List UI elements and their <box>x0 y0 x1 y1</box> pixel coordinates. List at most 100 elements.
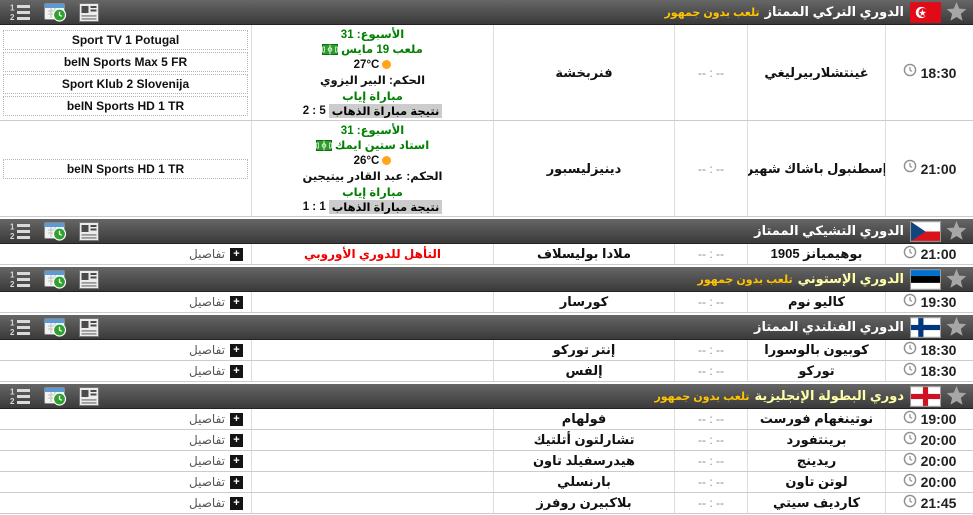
news-icon[interactable] <box>79 386 99 406</box>
news-icon[interactable] <box>79 269 99 289</box>
match-time-cell: 21:45 <box>886 493 973 513</box>
clock-icon <box>903 293 917 312</box>
away-team-name: هيدرسفيلد تاون <box>532 453 636 468</box>
calendar-check-icon[interactable] <box>44 2 67 22</box>
away-team-cell: إلفس <box>494 361 675 381</box>
match-extra-cell: Sport TV 1 Potugal beIN Sports Max 5 FR Sp… <box>0 25 252 120</box>
clock-icon <box>903 245 917 264</box>
calendar-check-icon[interactable] <box>44 317 67 337</box>
league-name: دوري البطولة الإنجليزية <box>754 388 904 403</box>
home-team-name: كاليو نوم <box>788 294 845 309</box>
league-header: الدوري الفنلندي الممتاز 1 2 <box>0 315 973 340</box>
league-name: الدوري الإستوني <box>797 271 904 286</box>
details-label: تفاصيل <box>189 295 225 309</box>
calendar-check-icon[interactable] <box>44 221 67 241</box>
tv-channel: beIN Sports Max 5 FR <box>3 51 248 72</box>
match-row: 21:00 إسطنبول باشاك شهير -- : -- دينيزليسبو… <box>0 121 973 217</box>
favorite-star-icon[interactable] <box>946 386 967 406</box>
referee-line: الحكم: البير اليزوي <box>320 73 425 89</box>
favorite-star-icon[interactable] <box>946 2 967 22</box>
match-time-cell: 20:00 <box>886 451 973 471</box>
details-button[interactable]: + تفاصيل <box>189 343 243 357</box>
details-label: تفاصيل <box>189 364 225 378</box>
details-button[interactable]: + تفاصيل <box>189 496 243 510</box>
favorite-star-icon[interactable] <box>946 269 967 289</box>
week-text: الأسبوع: 31 <box>340 124 405 137</box>
match-info-cell <box>252 430 494 450</box>
first-leg-score: 5 : 2 <box>302 105 326 118</box>
second-leg-text: مباراة إياب <box>342 90 403 103</box>
match-time: 21:00 <box>920 246 957 262</box>
first-leg-result-line: نتيجة مباراة الذهاب 5 : 2 <box>303 104 443 120</box>
svg-text:2: 2 <box>10 328 15 336</box>
details-button[interactable]: + تفاصيل <box>189 433 243 447</box>
match-extra-cell: beIN Sports HD 1 TR <box>0 121 252 216</box>
away-team-cell: ملادا بوليسلاف <box>494 244 675 264</box>
away-team-cell: بلاكبيرن روفرز <box>494 493 675 513</box>
first-leg-result-badge: نتيجة مباراة الذهاب <box>328 200 443 215</box>
home-team-name: كوبيون بالوسورا <box>764 342 869 357</box>
details-label: تفاصيل <box>189 433 225 447</box>
svg-text:2: 2 <box>10 397 15 405</box>
league-section: الدوري الفنلندي الممتاز 1 2 18:30 كوبيون بال… <box>0 315 973 382</box>
referee-line: الحكم: عبد القادر بيتيجين <box>303 169 443 185</box>
plus-icon: + <box>230 343 243 357</box>
news-icon[interactable] <box>79 317 99 337</box>
temperature-line: 26°C <box>354 153 392 169</box>
league-header: ★ الدوري التركي الممتاز تلعب بدون جمهور 1 2 <box>0 0 973 25</box>
away-team-cell: فنربخشة <box>494 25 675 120</box>
match-note: التأهل للدوري الأوروبي <box>304 247 441 261</box>
favorite-star-icon[interactable] <box>946 317 967 337</box>
calendar-check-icon[interactable] <box>44 269 67 289</box>
match-time-cell: 21:00 <box>886 121 973 216</box>
week-line: الأسبوع: 31 <box>341 122 404 138</box>
news-icon[interactable] <box>79 2 99 22</box>
match-info-cell <box>252 361 494 381</box>
match-score: -- : -- <box>698 412 724 426</box>
favorite-star-icon[interactable] <box>946 221 967 241</box>
score-cell: -- : -- <box>675 292 748 312</box>
away-team-cell: تشارلتون أتلتيك <box>494 430 675 450</box>
match-time-cell: 18:30 <box>886 25 973 120</box>
plus-icon: + <box>230 433 243 447</box>
match-extra-cell: + تفاصيل <box>0 409 252 429</box>
flag-finland-icon <box>910 316 941 338</box>
home-team-cell: بوهيميانز 1905 <box>748 244 886 264</box>
clock-icon <box>903 494 917 513</box>
match-time-cell: 20:00 <box>886 472 973 492</box>
temperature-value: 27°C <box>353 58 380 71</box>
details-button[interactable]: + تفاصيل <box>189 412 243 426</box>
match-info-cell <box>252 409 494 429</box>
plus-icon: + <box>230 496 243 510</box>
flag-estonia-icon <box>910 268 941 290</box>
svg-text:2: 2 <box>10 232 15 240</box>
clock-icon <box>903 159 917 178</box>
svg-text:★: ★ <box>918 8 926 18</box>
match-info-cell: التأهل للدوري الأوروبي <box>252 244 494 264</box>
match-score: -- : -- <box>698 343 724 357</box>
second-leg-text: مباراة إياب <box>342 186 403 199</box>
second-leg-line: مباراة إياب <box>342 184 403 200</box>
league-header: الدوري التشيكي الممتاز 1 2 <box>0 219 973 244</box>
league-name: الدوري التشيكي الممتاز <box>754 223 904 238</box>
home-team-cell: نوتينغهام فورست <box>748 409 886 429</box>
details-button[interactable]: + تفاصيل <box>189 454 243 468</box>
league-header: دوري البطولة الإنجليزية تلعب بدون جمهور 1 2 <box>0 384 973 409</box>
details-button[interactable]: + تفاصيل <box>189 364 243 378</box>
news-icon[interactable] <box>79 221 99 241</box>
details-button[interactable]: + تفاصيل <box>189 475 243 489</box>
match-time: 19:30 <box>920 294 957 310</box>
away-team-cell: فولهام <box>494 409 675 429</box>
details-button[interactable]: + تفاصيل <box>189 295 243 309</box>
calendar-check-icon[interactable] <box>44 386 67 406</box>
sun-icon <box>382 156 392 166</box>
details-button[interactable]: + تفاصيل <box>189 247 243 261</box>
plus-icon: + <box>230 295 243 309</box>
